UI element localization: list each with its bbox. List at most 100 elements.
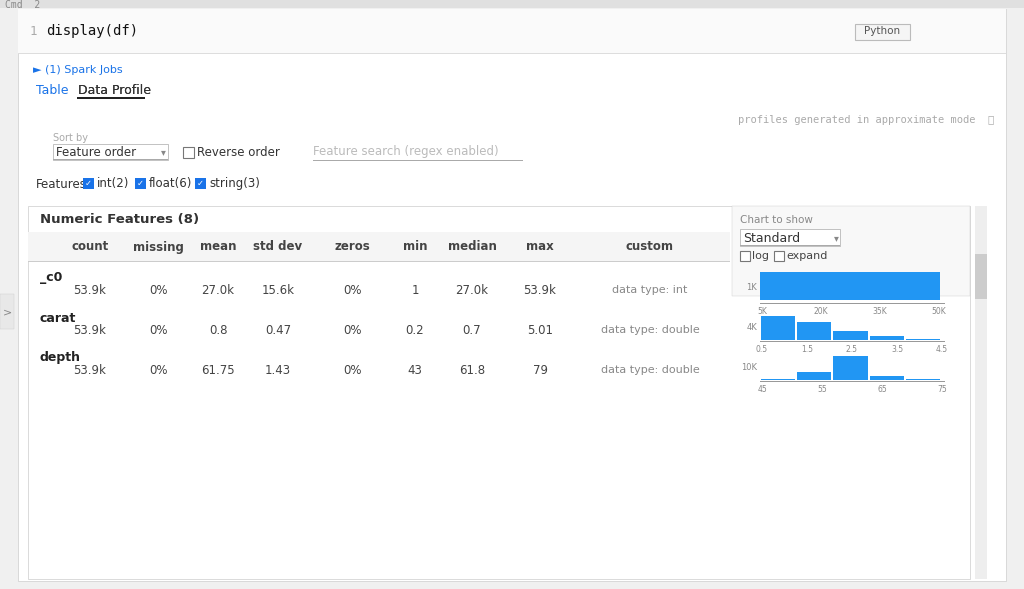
Bar	[18, 53, 1006, 54]
Bar	[834, 331, 867, 340]
Text: 0.5: 0.5	[756, 345, 768, 353]
Text: 1: 1	[412, 283, 419, 296]
Text: median: median	[447, 240, 497, 253]
Text: 55: 55	[817, 385, 826, 393]
Text: log: log	[752, 251, 769, 261]
Text: ► (1) Spark Jobs: ► (1) Spark Jobs	[33, 65, 123, 75]
Text: 35K: 35K	[872, 306, 888, 316]
Text: display(df): display(df)	[46, 25, 138, 38]
Bar	[869, 376, 904, 380]
Bar	[760, 303, 945, 304]
Text: 53.9k: 53.9k	[74, 363, 106, 376]
Bar	[313, 160, 523, 161]
Bar	[740, 229, 840, 246]
Text: Sort by: Sort by	[53, 133, 88, 143]
Bar	[83, 178, 94, 189]
Bar	[740, 245, 840, 246]
Bar	[798, 322, 831, 340]
Bar	[798, 372, 831, 380]
Bar	[28, 232, 730, 262]
Text: max: max	[526, 240, 554, 253]
Text: 15.6k: 15.6k	[261, 283, 295, 296]
Text: _c0: _c0	[40, 272, 62, 284]
Text: profiles generated in approximate mode  ⓘ: profiles generated in approximate mode ⓘ	[737, 115, 994, 125]
Text: 0%: 0%	[148, 323, 167, 336]
Bar	[183, 147, 194, 158]
Text: 1: 1	[30, 25, 38, 38]
Text: data type: double: data type: double	[601, 325, 699, 335]
Bar	[18, 9, 1006, 54]
Bar	[28, 261, 730, 262]
Text: ✓: ✓	[85, 179, 91, 188]
Bar	[195, 178, 206, 189]
Text: Features:: Features:	[36, 177, 91, 190]
Bar	[740, 251, 750, 261]
Text: custom: custom	[626, 240, 674, 253]
Text: Python: Python	[864, 27, 900, 37]
Text: >: >	[2, 307, 11, 317]
Text: 53.9k: 53.9k	[74, 323, 106, 336]
Text: 1.43: 1.43	[265, 363, 291, 376]
Text: string(3): string(3)	[209, 177, 260, 190]
Text: 65: 65	[878, 385, 887, 393]
Bar	[77, 97, 145, 99]
Bar	[135, 178, 146, 189]
Text: 0.2: 0.2	[406, 323, 424, 336]
Text: 3.5: 3.5	[891, 345, 903, 353]
Text: Standard: Standard	[743, 231, 800, 244]
Bar	[834, 356, 867, 380]
Text: 4.5: 4.5	[936, 345, 948, 353]
Bar	[0, 294, 14, 329]
Bar	[906, 379, 940, 380]
Text: Data Profile: Data Profile	[78, 84, 151, 97]
Text: 43: 43	[408, 363, 423, 376]
Text: count: count	[72, 240, 109, 253]
Text: 61.75: 61.75	[201, 363, 234, 376]
Bar	[855, 24, 910, 39]
Bar	[0, 0, 1024, 8]
Text: 0%: 0%	[343, 363, 361, 376]
Bar	[869, 336, 904, 340]
Text: 27.0k: 27.0k	[202, 283, 234, 296]
Text: Numeric Features (8): Numeric Features (8)	[40, 213, 199, 227]
Text: 0.47: 0.47	[265, 323, 291, 336]
Bar	[761, 379, 796, 380]
Text: 53.9k: 53.9k	[74, 283, 106, 296]
Bar	[906, 339, 940, 340]
Text: depth: depth	[40, 352, 81, 365]
Text: Reverse order: Reverse order	[197, 145, 280, 158]
Text: 79: 79	[532, 363, 548, 376]
Text: 10K: 10K	[741, 363, 757, 372]
Text: 75: 75	[937, 385, 947, 393]
Text: 53.9k: 53.9k	[523, 283, 556, 296]
Bar	[975, 254, 987, 299]
Text: int(2): int(2)	[97, 177, 129, 190]
Text: ✓: ✓	[197, 179, 204, 188]
Text: 0.8: 0.8	[209, 323, 227, 336]
Text: 0%: 0%	[343, 283, 361, 296]
Bar	[774, 251, 784, 261]
Text: 45: 45	[757, 385, 767, 393]
Text: 5.01: 5.01	[527, 323, 553, 336]
Text: Cmd  2: Cmd 2	[5, 0, 40, 9]
Text: 0.7: 0.7	[463, 323, 481, 336]
Text: 20K: 20K	[814, 306, 828, 316]
Text: Feature search (regex enabled): Feature search (regex enabled)	[313, 145, 499, 158]
Text: ▾: ▾	[834, 233, 839, 243]
Text: expand: expand	[786, 251, 827, 261]
Text: ✓: ✓	[136, 179, 143, 188]
Text: data type: double: data type: double	[601, 365, 699, 375]
Text: zeros: zeros	[334, 240, 370, 253]
Text: std dev: std dev	[253, 240, 302, 253]
Text: 5K: 5K	[757, 306, 767, 316]
Text: 1.5: 1.5	[801, 345, 813, 353]
Text: 4K: 4K	[746, 323, 757, 333]
Text: ▾: ▾	[161, 147, 166, 157]
Text: 50K: 50K	[932, 306, 946, 316]
Text: Data Profile: Data Profile	[78, 84, 151, 97]
Text: 1K: 1K	[746, 283, 757, 293]
Bar	[732, 206, 970, 296]
Text: 0%: 0%	[148, 283, 167, 296]
Bar	[28, 206, 970, 579]
Bar	[53, 159, 168, 160]
